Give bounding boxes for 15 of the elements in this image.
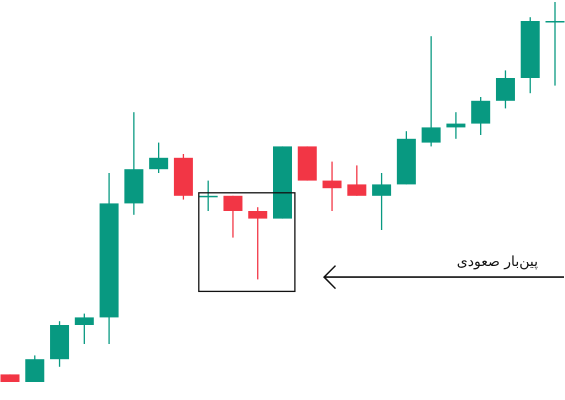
annotation: پین‌بار صعودی [456,254,538,270]
candlestick [149,142,168,174]
candlestick [546,1,564,86]
candlestick [347,164,366,196]
candlestick [446,112,466,140]
candlestick [322,160,342,212]
candlestick [223,195,242,238]
candlestick [25,354,44,383]
candlestick [471,96,490,136]
candlestick [496,70,515,110]
candlestick [198,180,218,212]
candlestick [74,312,94,345]
candlestick [372,172,392,231]
candlestick [422,36,441,148]
candlestick [248,206,268,280]
